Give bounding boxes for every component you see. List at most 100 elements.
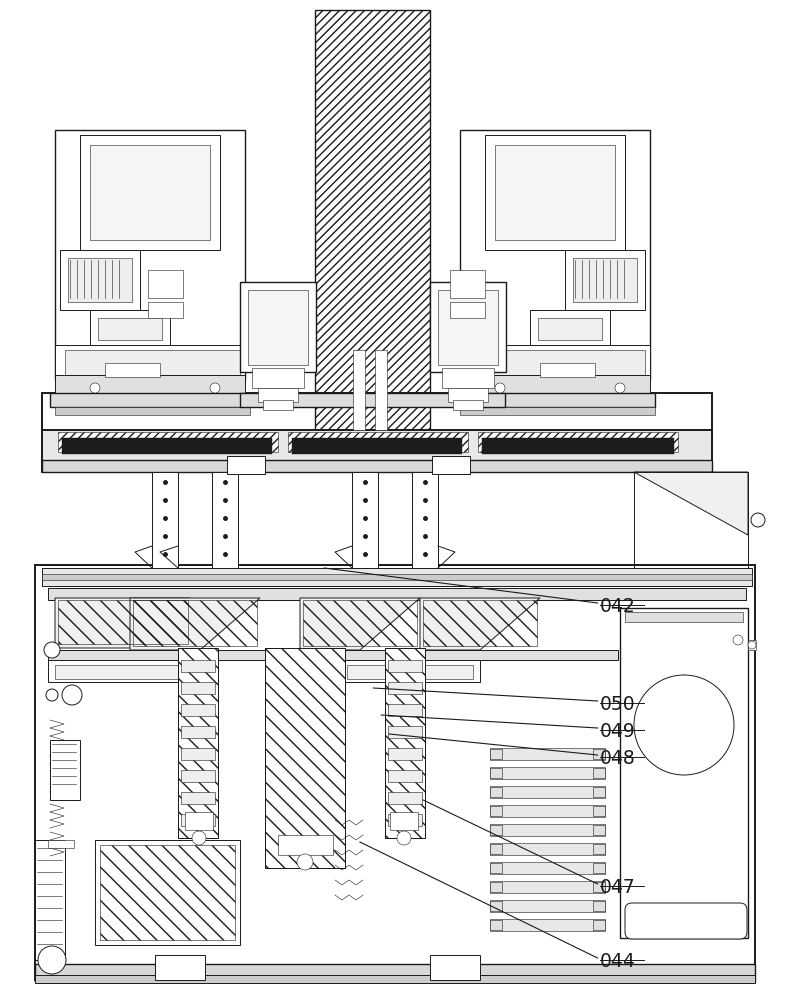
Circle shape [615, 383, 625, 393]
Bar [90, 145, 210, 240]
Bar [278, 835, 333, 855]
Circle shape [46, 689, 58, 701]
Bar [620, 608, 748, 938]
Bar [181, 792, 215, 804]
Bar [55, 130, 245, 380]
Circle shape [751, 513, 765, 527]
Bar [388, 792, 422, 804]
Bar [593, 882, 605, 892]
Bar [490, 900, 605, 912]
Bar [593, 749, 605, 759]
Bar [490, 919, 605, 931]
Bar [490, 824, 605, 836]
Bar [375, 350, 387, 430]
Bar [388, 682, 422, 694]
Bar [352, 472, 378, 568]
Bar [748, 640, 756, 650]
Circle shape [634, 675, 734, 775]
Bar [50, 740, 80, 800]
Bar [90, 310, 170, 345]
Polygon shape [634, 472, 748, 535]
Bar [55, 407, 250, 415]
Bar [388, 704, 422, 716]
Bar [388, 814, 422, 826]
Text: 047: 047 [600, 878, 635, 897]
Bar [42, 430, 712, 472]
Bar [292, 438, 462, 454]
Bar [593, 901, 605, 911]
Bar [42, 568, 752, 586]
Bar [430, 282, 506, 372]
Bar [490, 901, 502, 911]
Bar [593, 844, 605, 854]
Bar [430, 955, 480, 980]
Text: 050: 050 [600, 695, 635, 714]
Bar [181, 748, 215, 760]
Bar [155, 955, 205, 980]
Bar [252, 368, 304, 388]
Bar [100, 845, 235, 940]
Bar [133, 600, 257, 646]
Bar [470, 350, 645, 375]
Bar [490, 786, 605, 798]
Bar [390, 812, 418, 830]
Bar [388, 726, 422, 738]
Bar [385, 648, 425, 838]
Bar [178, 648, 218, 838]
Bar [530, 310, 610, 345]
Bar [105, 363, 160, 377]
Bar [240, 282, 316, 372]
Circle shape [495, 383, 505, 393]
Circle shape [210, 383, 220, 393]
Text: 049: 049 [600, 722, 635, 741]
Circle shape [397, 831, 411, 845]
Bar [35, 964, 755, 982]
Bar [35, 975, 755, 983]
Bar [593, 825, 605, 835]
Bar [495, 145, 615, 240]
Bar [450, 302, 485, 318]
Bar [148, 270, 183, 298]
Bar [385, 648, 425, 838]
Bar [35, 565, 755, 980]
Bar [185, 812, 213, 830]
Bar [490, 843, 605, 855]
Bar [42, 460, 712, 472]
Bar [450, 270, 485, 298]
Bar [181, 704, 215, 716]
Bar [460, 130, 650, 380]
Bar [50, 393, 250, 407]
Bar [42, 574, 752, 580]
Circle shape [90, 383, 100, 393]
Bar [593, 806, 605, 816]
Bar [347, 665, 473, 679]
Bar [490, 806, 502, 816]
Bar [58, 600, 188, 644]
Bar [438, 290, 498, 365]
Bar [540, 363, 595, 377]
Bar [315, 10, 430, 430]
Polygon shape [300, 598, 420, 650]
Bar [490, 825, 502, 835]
Bar [490, 805, 605, 817]
Bar [65, 350, 240, 375]
Bar [265, 648, 345, 868]
Bar [181, 726, 215, 738]
Bar [490, 862, 605, 874]
Bar [485, 135, 625, 250]
Bar [490, 920, 502, 930]
Bar [460, 407, 655, 415]
Bar [353, 350, 365, 430]
Bar [181, 770, 215, 782]
Bar [263, 400, 293, 410]
Bar [265, 648, 345, 868]
Circle shape [62, 685, 82, 705]
Circle shape [38, 946, 66, 974]
Polygon shape [55, 598, 190, 648]
Circle shape [192, 831, 206, 845]
FancyBboxPatch shape [625, 903, 747, 939]
Text: 048: 048 [600, 749, 635, 768]
Bar [423, 600, 537, 646]
Circle shape [733, 635, 743, 645]
Bar [95, 840, 240, 945]
